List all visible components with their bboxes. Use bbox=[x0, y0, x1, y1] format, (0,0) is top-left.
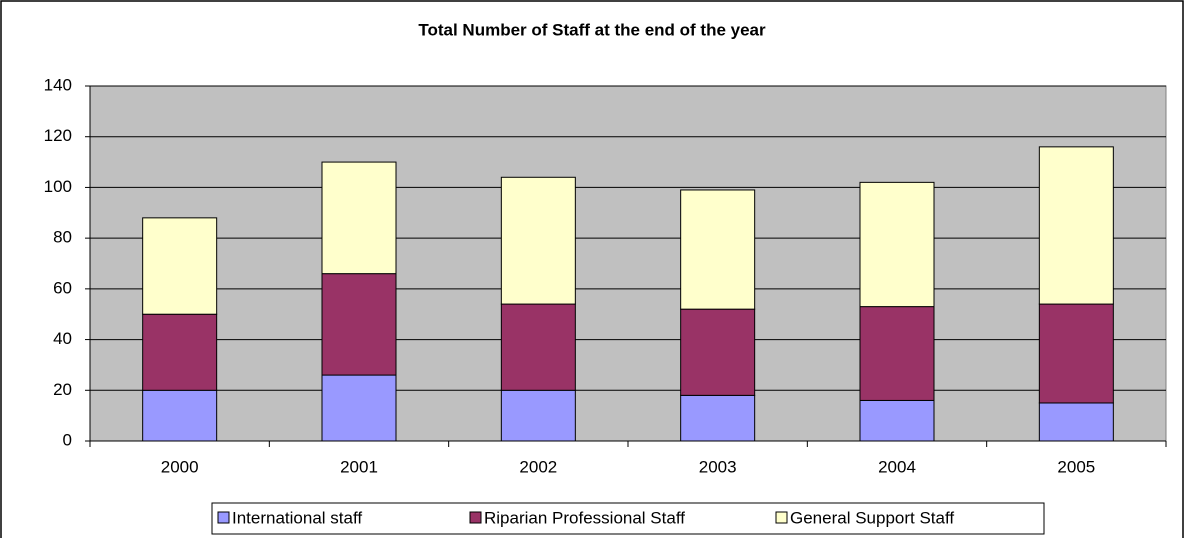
bar-segment bbox=[500, 303, 576, 391]
y-tick-label: 0 bbox=[63, 430, 72, 449]
x-tick-label: 2005 bbox=[1057, 457, 1095, 476]
bar-segment bbox=[321, 273, 397, 376]
bar-segment bbox=[142, 217, 218, 315]
bar-segment bbox=[500, 389, 576, 442]
y-tick-label: 40 bbox=[53, 329, 72, 348]
y-tick-label: 140 bbox=[44, 75, 72, 94]
x-tick-label: 2003 bbox=[699, 457, 737, 476]
bar-segment bbox=[321, 374, 397, 442]
chart-title: Total Number of Staff at the end of the … bbox=[418, 20, 766, 39]
legend-swatch bbox=[217, 511, 230, 524]
bar-segment bbox=[321, 161, 397, 275]
bar-segment bbox=[680, 394, 756, 442]
x-tick-label: 2004 bbox=[878, 457, 916, 476]
y-tick-label: 120 bbox=[44, 126, 72, 145]
legend-swatch bbox=[775, 511, 788, 524]
legend-label: General Support Staff bbox=[790, 508, 954, 527]
y-tick-label: 60 bbox=[53, 278, 72, 297]
x-tick-label: 2002 bbox=[519, 457, 557, 476]
bar-segment bbox=[1038, 146, 1114, 305]
bar-segment bbox=[859, 306, 935, 401]
bar-segment bbox=[142, 313, 218, 391]
bar-segment bbox=[680, 189, 756, 310]
y-tick-label: 100 bbox=[44, 177, 72, 196]
bar-segment bbox=[859, 181, 935, 308]
bar-segment bbox=[1038, 303, 1114, 404]
x-tick-label: 2000 bbox=[161, 457, 199, 476]
bar-segment bbox=[859, 399, 935, 442]
bar-segment bbox=[500, 176, 576, 305]
legend-label: Riparian Professional Staff bbox=[484, 508, 685, 527]
bar-segment bbox=[1038, 402, 1114, 442]
legend-box bbox=[211, 502, 1045, 535]
plot-area bbox=[89, 85, 1167, 442]
bar-segment bbox=[680, 308, 756, 396]
y-tick-label: 20 bbox=[53, 380, 72, 399]
x-tick-label: 2001 bbox=[340, 457, 378, 476]
y-tick-label: 80 bbox=[53, 228, 72, 247]
bar-segment bbox=[142, 389, 218, 442]
legend-label: International staff bbox=[232, 508, 362, 527]
legend-swatch bbox=[469, 511, 482, 524]
